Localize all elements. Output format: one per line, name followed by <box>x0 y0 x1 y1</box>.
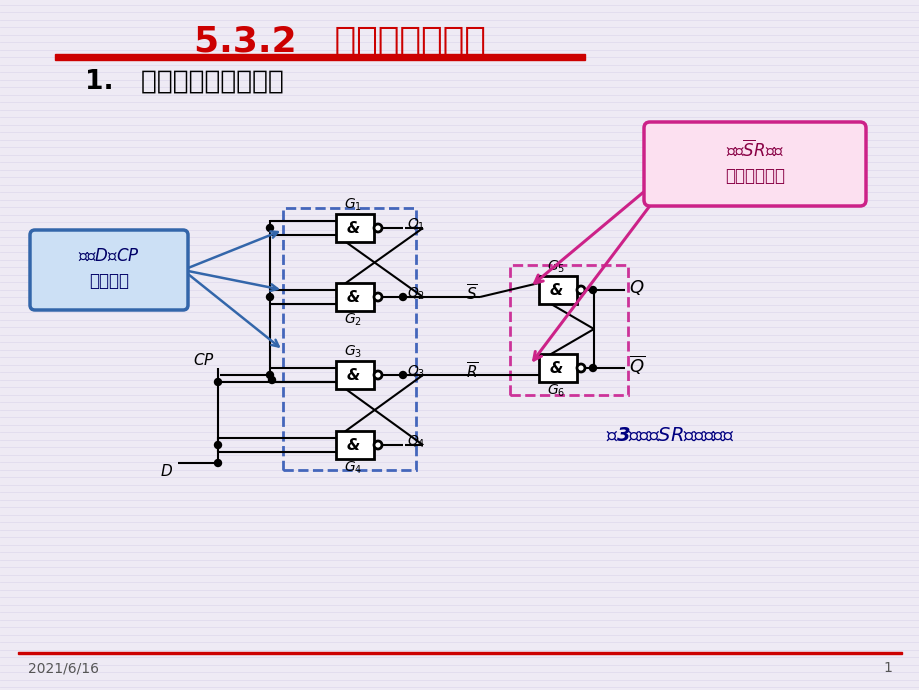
Text: $CP$: $CP$ <box>193 352 215 368</box>
Circle shape <box>589 364 596 371</box>
Text: 接受$D$、$CP$
输入信号: 接受$D$、$CP$ 输入信号 <box>78 246 140 290</box>
Text: 根据$\overline{S}R$确定
触发器的状态: 根据$\overline{S}R$确定 触发器的状态 <box>724 139 784 185</box>
Circle shape <box>589 286 596 293</box>
Text: $G_1$: $G_1$ <box>344 197 361 213</box>
Text: &: & <box>549 360 562 375</box>
Text: $G_4$: $G_4$ <box>344 460 362 476</box>
FancyBboxPatch shape <box>643 122 865 206</box>
Circle shape <box>268 377 275 384</box>
Text: &: & <box>346 368 359 382</box>
Text: $G_3$: $G_3$ <box>344 344 362 360</box>
Circle shape <box>267 224 273 232</box>
Circle shape <box>214 460 221 466</box>
Circle shape <box>399 371 406 379</box>
Text: 1.   电路结构与工作原理: 1. 电路结构与工作原理 <box>85 69 284 95</box>
Bar <box>539 276 576 304</box>
Circle shape <box>374 293 381 301</box>
Circle shape <box>214 442 221 448</box>
Bar <box>335 214 374 242</box>
Bar <box>335 431 374 459</box>
Text: $Q_3$: $Q_3$ <box>406 364 425 380</box>
Text: $Q_1$: $Q_1$ <box>406 217 425 233</box>
Bar <box>539 354 576 382</box>
Text: 1: 1 <box>882 661 891 675</box>
Text: 5.3.2   维持阻塞触发器: 5.3.2 维持阻塞触发器 <box>194 25 485 59</box>
Text: &: & <box>346 290 359 304</box>
Text: $G_6$: $G_6$ <box>546 383 564 400</box>
Circle shape <box>374 371 381 379</box>
Circle shape <box>374 224 381 232</box>
Text: $Q$: $Q$ <box>629 277 643 297</box>
Text: &: & <box>346 221 359 235</box>
Text: $G_5$: $G_5$ <box>546 259 564 275</box>
Bar <box>283 208 415 470</box>
Text: 由3个基本$SR$锁存器组成: 由3个基本$SR$锁存器组成 <box>605 426 733 444</box>
Text: &: & <box>549 282 562 297</box>
Text: $\overline{R}$: $\overline{R}$ <box>466 362 478 382</box>
Circle shape <box>267 293 273 301</box>
Circle shape <box>399 293 406 301</box>
Text: 2021/6/16: 2021/6/16 <box>28 661 99 675</box>
Text: $G_2$: $G_2$ <box>344 312 361 328</box>
Text: $D$: $D$ <box>160 463 173 479</box>
Bar <box>55 54 584 60</box>
Bar <box>335 283 374 311</box>
Text: $Q_2$: $Q_2$ <box>406 286 425 302</box>
Circle shape <box>267 371 273 379</box>
Text: $\overline{Q}$: $\overline{Q}$ <box>629 353 644 376</box>
Text: &: & <box>346 437 359 453</box>
Circle shape <box>214 379 221 386</box>
Text: $\overline{S}$: $\overline{S}$ <box>466 284 477 304</box>
Bar <box>509 265 628 395</box>
Circle shape <box>576 364 584 372</box>
Circle shape <box>576 286 584 294</box>
FancyBboxPatch shape <box>30 230 187 310</box>
Circle shape <box>374 441 381 449</box>
Bar <box>18 652 901 654</box>
Text: $Q_4$: $Q_4$ <box>406 434 425 450</box>
Bar <box>335 361 374 389</box>
